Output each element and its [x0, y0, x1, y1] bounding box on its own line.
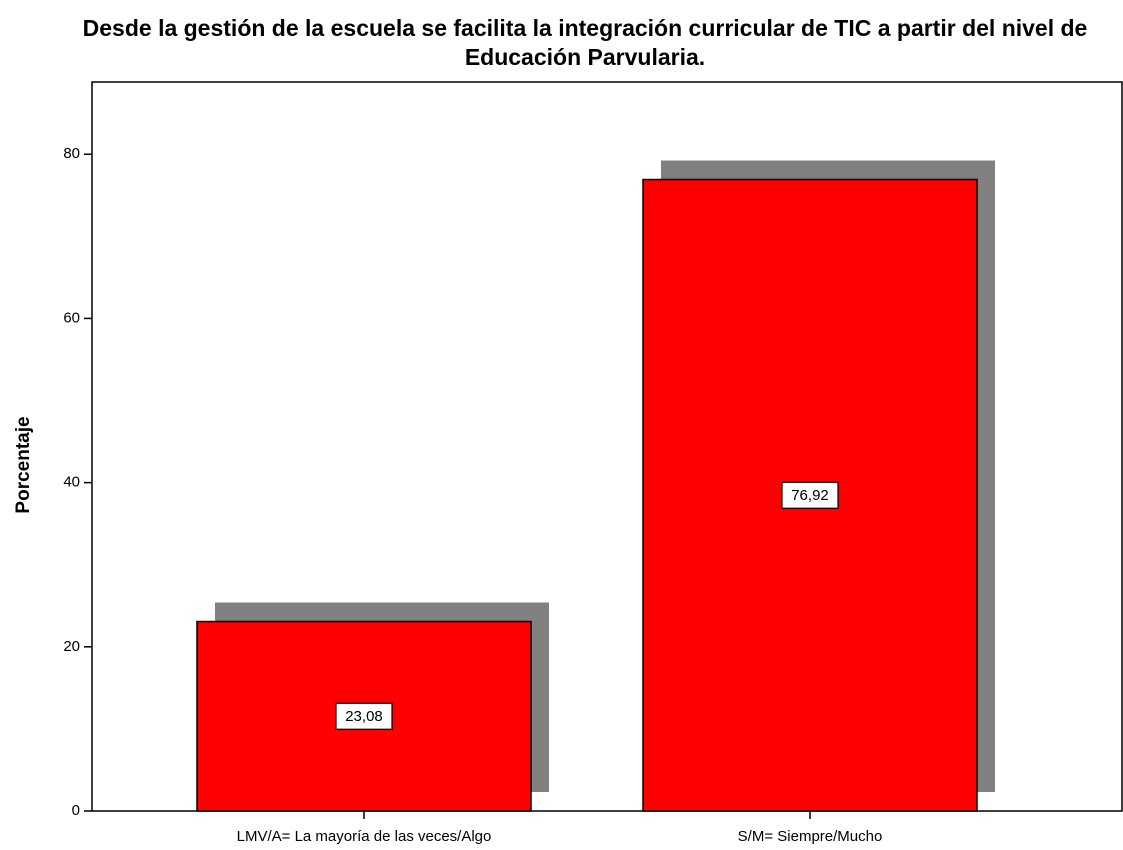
y-axis-label: Porcentaje [13, 416, 34, 513]
value-label: 23,08 [345, 708, 383, 725]
x-tick-label: S/M= Siempre/Mucho [738, 828, 883, 845]
chart-title: Desde la gestión de la escuela se facili… [82, 15, 1088, 70]
value-label: 76,92 [791, 487, 829, 504]
y-tick-label: 40 [63, 474, 80, 491]
x-tick-label: LMV/A= La mayoría de las veces/Algo [237, 828, 492, 845]
value-label-box [335, 702, 393, 730]
y-tick-label: 20 [63, 638, 80, 655]
y-tick-label: 80 [63, 145, 80, 162]
y-tick-label: 60 [63, 309, 80, 326]
y-tick-label: 0 [72, 802, 80, 819]
value-label-box [781, 481, 839, 509]
plot-frame [91, 81, 1123, 812]
